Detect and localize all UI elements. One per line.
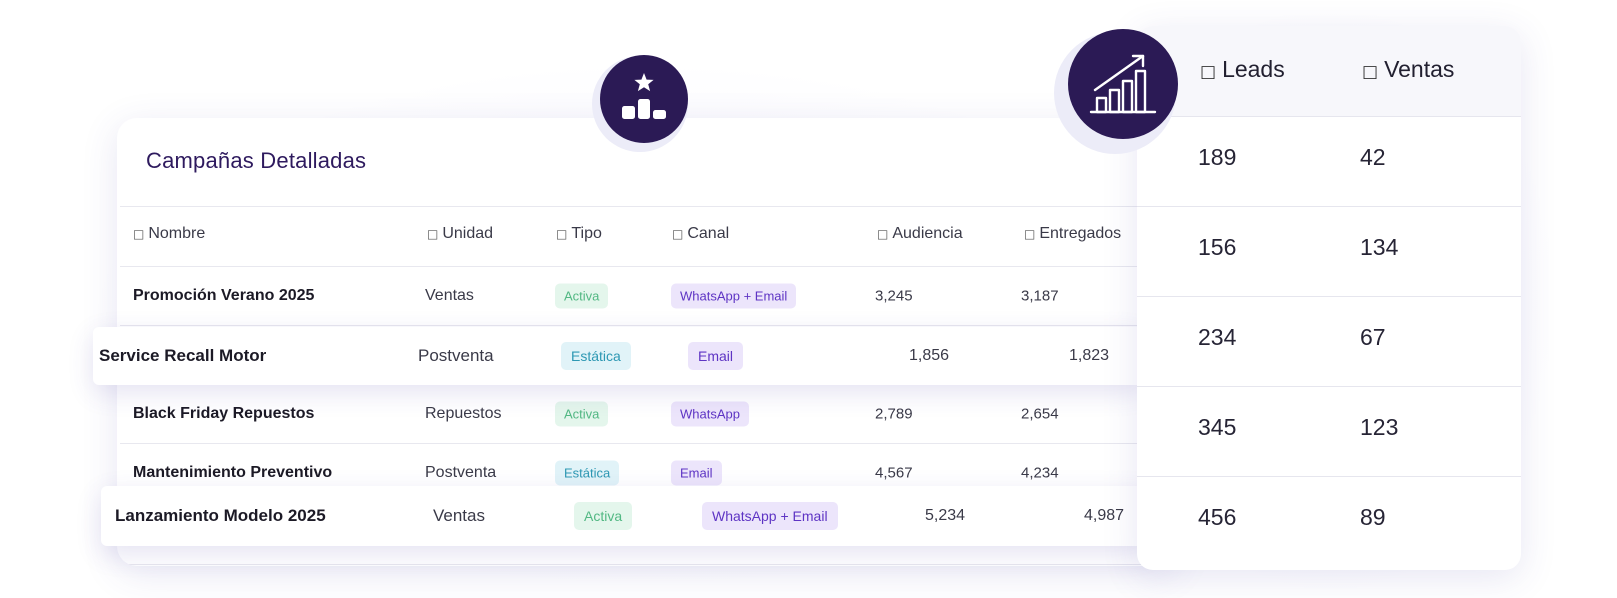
campaign-name: Promoción Verano 2025 [133, 286, 315, 304]
leads-value: 456 [1198, 504, 1237, 530]
canal-badge: WhatsApp + Email [671, 283, 797, 308]
column-label: Unidad [442, 225, 494, 242]
column-icon: □ [1024, 227, 1036, 241]
table-row[interactable]: Promoción Verano 2025 Ventas Activa What… [117, 266, 1177, 325]
audiencia-value: 5,234 [925, 507, 966, 524]
tipo-badge: Activa [574, 502, 633, 530]
audiencia-value: 4,567 [875, 464, 913, 481]
column-label: Audiencia [892, 225, 963, 242]
column-header-canal[interactable]: □ Canal [672, 225, 729, 243]
ventas-value: 67 [1360, 324, 1386, 350]
entregados-value: 4,234 [1021, 464, 1059, 481]
tipo-badge: Activa [555, 401, 609, 426]
table-row[interactable]: Black Friday Repuestos Repuestos Activa … [117, 384, 1177, 443]
divider [1137, 116, 1521, 117]
column-label: Leads [1222, 56, 1285, 82]
ventas-value: 134 [1360, 234, 1399, 260]
divider [1137, 296, 1521, 297]
divider [120, 564, 1177, 565]
card-title: Campañas Detalladas [146, 148, 367, 173]
campaign-unidad: Postventa [418, 346, 494, 365]
canal-badge: Email [671, 460, 722, 485]
column-label: Ventas [1384, 56, 1455, 82]
audiencia-value: 3,245 [875, 287, 913, 304]
audiencia-value: 1,856 [909, 347, 950, 364]
campaign-unidad: Repuestos [425, 404, 502, 422]
campaign-unidad: Postventa [425, 463, 497, 481]
ventas-value: 89 [1360, 504, 1386, 530]
results-panel: □ Leads □ Ventas 189 42 156 134 234 67 345… [1137, 26, 1521, 570]
entregados-value: 4,987 [1084, 507, 1125, 524]
divider [120, 206, 1177, 207]
column-header-leads[interactable]: □ Leads [1200, 56, 1285, 83]
column-label: Tipo [571, 225, 602, 242]
column-icon: □ [1200, 62, 1217, 82]
divider [120, 443, 1177, 444]
tipo-badge: Activa [555, 283, 609, 308]
column-icon: □ [427, 227, 439, 241]
campaign-name: Black Friday Repuestos [133, 404, 315, 422]
divider [1137, 476, 1521, 477]
column-header-ventas[interactable]: □ Ventas [1362, 56, 1454, 83]
divider [120, 266, 1177, 267]
column-icon: □ [877, 227, 889, 241]
campaign-unidad: Ventas [425, 286, 474, 304]
column-header-unidad[interactable]: □ Unidad [427, 225, 493, 243]
table-row[interactable]: Mantenimiento Preventivo Postventa Estát… [117, 443, 1177, 502]
canal-badge: WhatsApp + Email [702, 502, 838, 530]
column-icon: □ [672, 227, 684, 241]
column-icon: □ [1362, 62, 1379, 82]
table-row-highlighted[interactable]: Lanzamiento Modelo 2025 Ventas Activa Wh… [101, 486, 1149, 546]
entregados-value: 3,187 [1021, 287, 1059, 304]
column-icon: □ [556, 227, 568, 241]
podium-star-icon [600, 55, 688, 143]
entregados-value: 2,654 [1021, 405, 1059, 422]
column-header-audiencia[interactable]: □ Audiencia [877, 225, 963, 243]
canal-badge: WhatsApp [671, 401, 749, 426]
ventas-value: 42 [1360, 144, 1386, 170]
campaign-unidad: Ventas [433, 506, 485, 525]
leads-value: 345 [1198, 414, 1237, 440]
leads-value: 189 [1198, 144, 1237, 170]
campaign-name: Lanzamiento Modelo 2025 [115, 506, 326, 525]
divider [1137, 206, 1521, 207]
column-header-nombre[interactable]: □ Nombre [133, 225, 205, 243]
entregados-value: 1,823 [1069, 347, 1110, 364]
divider [120, 325, 1177, 326]
audiencia-value: 2,789 [875, 405, 913, 422]
divider [1137, 386, 1521, 387]
tipo-badge: Estática [555, 460, 620, 485]
panel-header [1137, 26, 1521, 116]
ventas-value: 123 [1360, 414, 1399, 440]
column-icon: □ [133, 227, 145, 241]
column-header-tipo[interactable]: □ Tipo [556, 225, 602, 243]
leads-value: 156 [1198, 234, 1237, 260]
campaign-name: Mantenimiento Preventivo [133, 463, 333, 481]
growth-chart-icon [1068, 29, 1178, 139]
table-row-highlighted[interactable]: Service Recall Motor Postventa Estática … [93, 327, 1143, 385]
column-label: Entregados [1039, 225, 1122, 242]
tipo-badge: Estática [561, 342, 631, 370]
column-label: Nombre [148, 225, 206, 242]
column-header-entregados[interactable]: □ Entregados [1024, 225, 1121, 243]
canal-badge: Email [688, 342, 744, 370]
campaign-name: Service Recall Motor [99, 346, 267, 365]
column-label: Canal [687, 225, 730, 242]
leads-value: 234 [1198, 324, 1237, 350]
